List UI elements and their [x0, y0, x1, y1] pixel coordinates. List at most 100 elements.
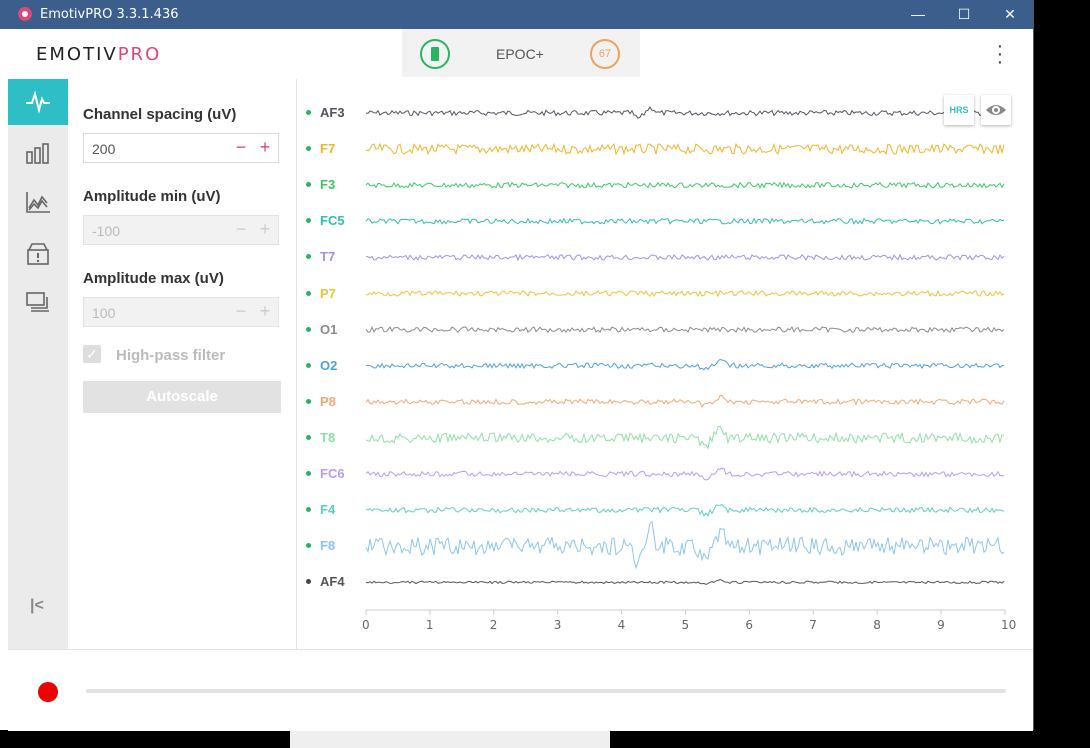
channel-label-t8[interactable]: T8 [320, 429, 336, 445]
trace-p8 [365, 394, 1005, 409]
channel-status-dot [306, 434, 311, 440]
contact-quality-badge: 67 [590, 39, 620, 69]
trace-f3 [365, 181, 1005, 189]
channel-status-dot [306, 146, 311, 152]
channel-status-dot [306, 398, 311, 404]
trace-t8 [365, 425, 1005, 450]
record-button[interactable] [38, 682, 58, 702]
trace-o1 [365, 325, 1005, 334]
x-tick-label: 3 [553, 618, 562, 632]
window-title: EmotivPRO 3.3.1.436 [40, 7, 179, 22]
x-tick-label: 10 [1001, 618, 1017, 632]
decrement-button[interactable]: − [235, 219, 247, 239]
bar-chart-icon[interactable] [8, 131, 68, 177]
increment-button[interactable]: + [259, 137, 271, 157]
channel-label-fc6[interactable]: FC6 [320, 466, 345, 481]
trace-fc6 [365, 467, 1005, 481]
channel-status-dot [306, 471, 311, 476]
x-tick-label: 0 [362, 618, 370, 632]
highpass-checkbox[interactable]: ✓ [83, 345, 101, 363]
x-tick-label: 4 [617, 618, 626, 632]
minimize-button[interactable]: — [911, 6, 925, 22]
trace-p7 [365, 289, 1005, 298]
x-tick-label: 8 [873, 618, 881, 632]
trace-af3 [365, 106, 1005, 119]
trace-o2 [365, 358, 1005, 371]
eeg-plot: HRS AF3 F7 F3 FC5 T7 P7 O1 O2 P8 T8 FC6 F4 F8 AF4 0 1 2 3… [297, 79, 1033, 649]
line-chart-icon[interactable] [8, 179, 68, 225]
x-tick-label: 7 [809, 618, 817, 632]
channel-status-dot [306, 218, 311, 224]
trace-af4 [365, 578, 1005, 585]
channel-status-dot [306, 362, 311, 368]
device-status[interactable]: EPOC+ 67 [402, 29, 640, 77]
device-name: EPOC+ [496, 46, 544, 62]
hrs-button[interactable]: HRS [944, 95, 974, 125]
amplitude-min-stepper[interactable]: -100 − + [83, 215, 279, 245]
trace-t7 [365, 253, 1005, 262]
settings-panel: Channel spacing (uV) 200 − + Amplitude m… [68, 79, 297, 649]
trace-f8 [365, 521, 1005, 570]
channel-label-af3[interactable]: AF3 [320, 105, 345, 120]
channel-status-dot [306, 110, 311, 115]
autoscale-button[interactable]: Autoscale [83, 381, 281, 413]
emotiv-logo: EMOTIVPRO [36, 44, 162, 65]
recording-bar [8, 649, 1033, 731]
screens-icon[interactable] [8, 279, 68, 325]
x-tick-label: 6 [745, 618, 754, 632]
channel-status-dot [306, 254, 311, 260]
channel-label-o2[interactable]: O2 [320, 357, 338, 373]
channel-label-p8[interactable]: P8 [320, 393, 336, 409]
x-tick-label: 5 [681, 618, 690, 632]
maximize-button[interactable]: ☐ [957, 6, 971, 22]
channel-status-dot [306, 326, 311, 332]
trace-f4 [365, 504, 1005, 517]
alert-box-icon[interactable] [8, 231, 68, 277]
channel-label-fc5[interactable]: FC5 [320, 213, 345, 229]
app-icon [18, 7, 32, 21]
eeg-traces [365, 106, 1006, 615]
channel-label-t7[interactable]: T7 [320, 249, 336, 265]
channel-status-dot [306, 579, 311, 585]
channel-label-f3[interactable]: F3 [320, 177, 336, 193]
background-window [290, 730, 610, 748]
background-terminal [1033, 0, 1090, 748]
x-tick-label: 2 [489, 618, 498, 632]
highpass-label: High-pass filter [116, 347, 226, 364]
channel-label-f8[interactable]: F8 [320, 538, 336, 554]
channel-label-f7[interactable]: F7 [320, 141, 336, 157]
close-button[interactable]: ✕ [1004, 6, 1016, 22]
app-header: EMOTIVPRO EPOC+ 67 · · · [8, 29, 1033, 80]
channel-label-p7[interactable]: P7 [320, 285, 336, 301]
channel-spacing-stepper[interactable]: 200 − + [83, 133, 279, 163]
title-bar: EmotivPRO 3.3.1.436 — ☐ ✕ [0, 0, 1033, 29]
x-tick-label: 9 [937, 618, 945, 632]
amplitude-min-value[interactable]: -100 [92, 223, 121, 239]
channel-status-dot [306, 543, 311, 549]
timeline-track[interactable] [86, 689, 1006, 693]
amplitude-max-stepper[interactable]: 100 − + [83, 297, 279, 327]
battery-icon [420, 39, 450, 69]
channel-spacing-label: Channel spacing (uV) [83, 106, 237, 123]
channel-label-f4[interactable]: F4 [320, 502, 336, 518]
trace-f7 [365, 142, 1005, 156]
decrement-button[interactable]: − [235, 137, 247, 157]
channel-status-dot [306, 182, 311, 188]
more-menu-icon[interactable]: · · · [996, 35, 1004, 73]
eye-icon[interactable] [981, 95, 1011, 125]
channel-status-dot [306, 290, 311, 296]
increment-button[interactable]: + [259, 219, 271, 239]
amplitude-max-value[interactable]: 100 [92, 305, 116, 321]
channel-label-o1[interactable]: O1 [320, 321, 338, 337]
channel-spacing-value[interactable]: 200 [92, 141, 116, 157]
collapse-sidebar-icon[interactable]: |< [30, 597, 44, 614]
eeg-waveform-icon[interactable] [8, 79, 68, 125]
app-window: EmotivPRO 3.3.1.436 — ☐ ✕ EMOTIVPRO EPOC… [0, 0, 1034, 731]
sidebar: |< [8, 79, 68, 649]
channel-label-af4[interactable]: AF4 [320, 574, 345, 590]
amplitude-max-label: Amplitude max (uV) [83, 270, 224, 287]
increment-button[interactable]: + [259, 301, 271, 321]
decrement-button[interactable]: − [235, 301, 247, 321]
channel-status-dot [306, 507, 311, 513]
amplitude-min-label: Amplitude min (uV) [83, 188, 221, 205]
